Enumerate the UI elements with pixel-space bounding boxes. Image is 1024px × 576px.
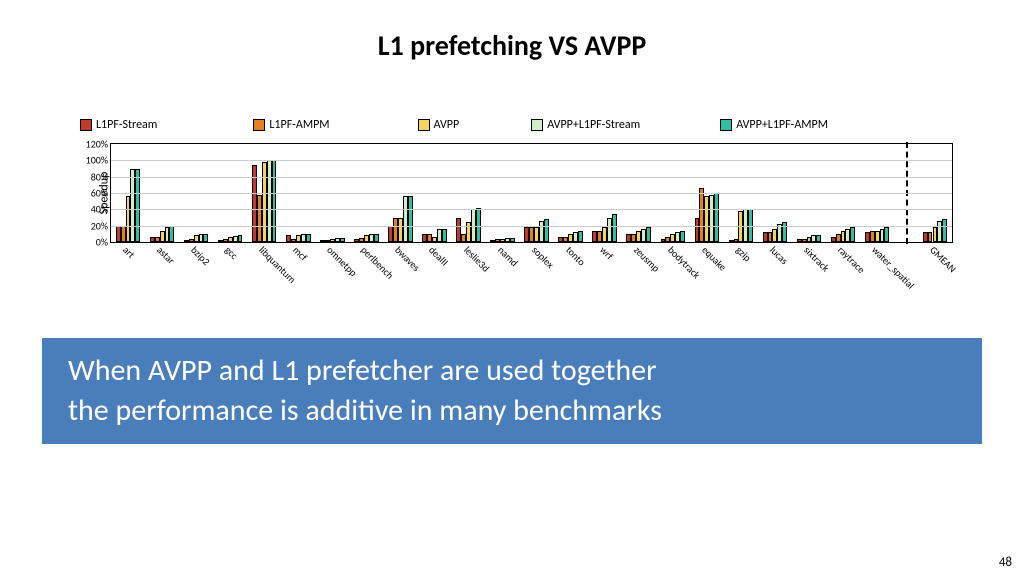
category-label: bwaves bbox=[393, 243, 424, 274]
y-tick-label: 100% bbox=[86, 154, 108, 167]
category-label: wrf bbox=[597, 243, 616, 262]
category-label: tonto bbox=[563, 243, 588, 268]
callout-line-2: the performance is additive in many benc… bbox=[68, 391, 956, 432]
grid-line bbox=[111, 209, 952, 210]
callout-box: When AVPP and L1 prefetcher are used tog… bbox=[42, 338, 982, 444]
bar bbox=[272, 160, 277, 242]
bar bbox=[306, 234, 311, 242]
y-tick-label: 60% bbox=[91, 187, 108, 200]
y-tick-label: 20% bbox=[91, 219, 108, 232]
bar bbox=[442, 229, 447, 242]
grid-line bbox=[111, 160, 952, 161]
grid-line bbox=[111, 242, 952, 243]
legend-label: AVPP+L1PF-AMPM bbox=[736, 118, 828, 132]
y-tick-label: 40% bbox=[91, 203, 108, 216]
title-text: L1 prefetching VS AVPP bbox=[378, 28, 647, 63]
legend-swatch bbox=[253, 119, 265, 131]
y-tick-label: 0% bbox=[96, 236, 108, 249]
grid-line bbox=[111, 144, 952, 145]
category-label: bzip2 bbox=[188, 243, 213, 268]
legend-swatch bbox=[418, 119, 430, 131]
legend-item: L1PF-AMPM bbox=[253, 118, 329, 132]
category-label: art bbox=[120, 243, 137, 260]
category-label: namd bbox=[495, 243, 521, 269]
legend-label: L1PF-AMPM bbox=[269, 118, 329, 132]
legend-item: AVPP+L1PF-AMPM bbox=[720, 118, 828, 132]
legend-swatch bbox=[720, 119, 732, 131]
category-label: zeusmp bbox=[631, 243, 662, 274]
page-title: L1 prefetching VS AVPP bbox=[0, 28, 1024, 63]
page-number: 48 bbox=[999, 555, 1012, 570]
y-tick-label: 120% bbox=[86, 138, 108, 151]
bar bbox=[646, 227, 651, 242]
category-label: mcf bbox=[290, 243, 310, 263]
legend-item: AVPP+L1PF-Stream bbox=[531, 118, 640, 132]
bar bbox=[942, 219, 947, 242]
legend-item: L1PF-Stream bbox=[80, 118, 157, 132]
bar bbox=[408, 196, 413, 242]
category-label: gcc bbox=[222, 243, 240, 261]
category-label: bodytrack bbox=[665, 243, 703, 281]
legend-item: AVPP bbox=[418, 118, 460, 132]
speedup-chart: L1PF-Stream L1PF-AMPM AVPP AVPP+L1PF-Stream… bbox=[80, 115, 955, 290]
category-label: water_spatial bbox=[869, 243, 917, 291]
grid-line bbox=[111, 226, 952, 227]
bar bbox=[612, 214, 617, 242]
category-label: sixtrack bbox=[801, 243, 832, 274]
y-tick-label: 80% bbox=[91, 170, 108, 183]
category-label: GMEAN bbox=[927, 243, 959, 275]
category-label: leslie3d bbox=[461, 243, 492, 274]
grid-line bbox=[111, 177, 952, 178]
bar bbox=[850, 227, 855, 242]
chart-plot-area: Speedup artastarbzip2gcclibquantummcfomn… bbox=[110, 143, 953, 243]
bar bbox=[374, 234, 379, 242]
bar bbox=[680, 231, 685, 242]
bar bbox=[544, 219, 549, 242]
category-label: perlbench bbox=[359, 243, 397, 281]
category-label: omnetpp bbox=[325, 243, 361, 279]
category-label: gzip bbox=[733, 243, 754, 264]
bar bbox=[169, 226, 174, 242]
grid-line bbox=[111, 193, 952, 194]
category-label: lucas bbox=[767, 243, 791, 267]
category-label: raytrace bbox=[835, 243, 868, 276]
legend-label: AVPP+L1PF-Stream bbox=[547, 118, 640, 132]
category-label: dealII bbox=[427, 243, 452, 268]
bar bbox=[135, 169, 140, 243]
bar bbox=[578, 231, 583, 242]
chart-legend: L1PF-Stream L1PF-AMPM AVPP AVPP+L1PF-Stream… bbox=[80, 115, 955, 135]
category-label: soplex bbox=[529, 243, 556, 270]
bar bbox=[884, 227, 889, 242]
bar bbox=[203, 234, 208, 242]
legend-swatch bbox=[80, 119, 92, 131]
callout-line-1: When AVPP and L1 prefetcher are used tog… bbox=[68, 351, 956, 392]
category-label: equake bbox=[699, 243, 729, 273]
legend-label: L1PF-Stream bbox=[96, 118, 157, 132]
legend-swatch bbox=[531, 119, 543, 131]
category-label: astar bbox=[154, 243, 177, 266]
bar bbox=[714, 193, 719, 242]
legend-label: AVPP bbox=[434, 118, 460, 132]
